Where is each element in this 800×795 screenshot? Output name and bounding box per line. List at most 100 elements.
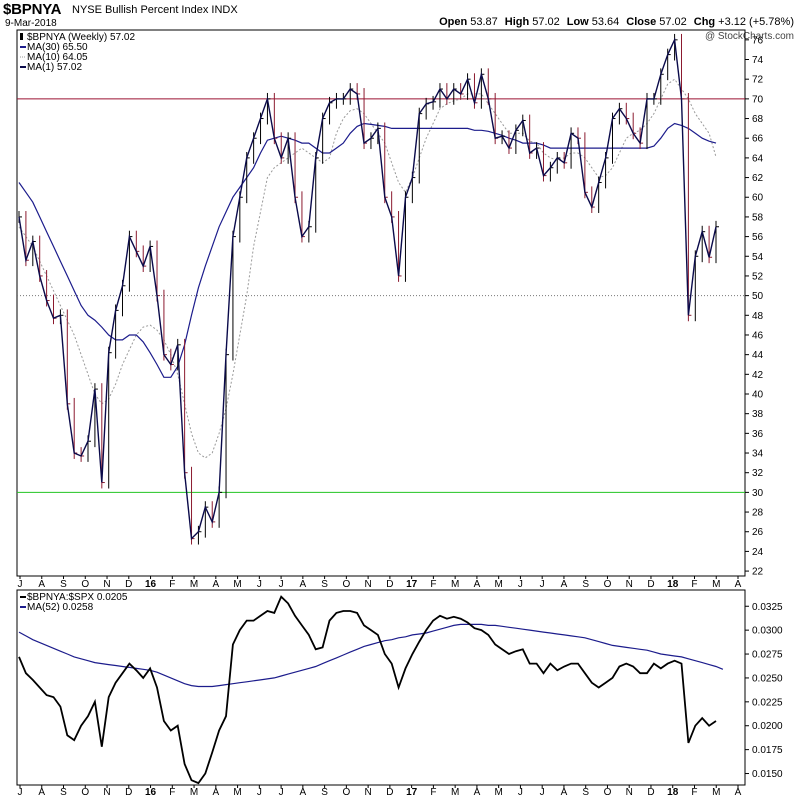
- ratio-x-month-label: S: [60, 787, 67, 795]
- x-month-label: J: [18, 579, 23, 590]
- x-month-label: J: [279, 579, 284, 590]
- index-name: NYSE Bullish Percent Index INDX: [72, 4, 238, 16]
- symbol-title: $BPNYA: [3, 1, 62, 18]
- price-y-tick-label: 76: [752, 35, 764, 46]
- price-y-tick-label: 62: [752, 173, 764, 184]
- ratio-x-month-label: A: [38, 787, 45, 795]
- ohlc-summary: Open 53.87 High 57.02 Low 53.64 Close 57.02 …: [439, 16, 794, 28]
- x-year-label: 16: [145, 579, 157, 590]
- low-stat: Low 53.64: [567, 16, 620, 28]
- ratio-x-month-label: A: [212, 787, 219, 795]
- chart-date: 9-Mar-2018: [5, 18, 57, 29]
- price-y-tick-label: 24: [752, 547, 764, 558]
- chg-stat: Chg +3.12 (+5.78%): [694, 16, 794, 28]
- ratio-y-tick-label: 0.0200: [752, 721, 783, 732]
- price-y-tick-label: 38: [752, 409, 764, 420]
- ratio-y-tick-label: 0.0225: [752, 697, 783, 708]
- x-month-label: S: [60, 579, 67, 590]
- price-y-tick-label: 58: [752, 212, 764, 223]
- price-y-tick-label: 32: [752, 468, 764, 479]
- ratio-y-tick-label: 0.0275: [752, 650, 783, 661]
- high-stat: High 57.02: [505, 16, 560, 28]
- ratio-x-month-label: M: [494, 787, 502, 795]
- ratio-legend-main: $BPNYA:$SPX 0.0205: [27, 592, 128, 603]
- ratio-x-month-label: O: [342, 787, 350, 795]
- x-year-label: 18: [667, 579, 679, 590]
- ratio-x-month-label: M: [712, 787, 720, 795]
- ratio-x-month-label: D: [125, 787, 132, 795]
- ratio-y-tick-label: 0.0175: [752, 745, 783, 756]
- ratio-x-month-label: A: [474, 787, 481, 795]
- price-y-tick-label: 28: [752, 508, 764, 519]
- x-month-label: O: [604, 579, 612, 590]
- price-legend-ma10: MA(10) 64.05: [27, 52, 88, 63]
- price-y-tick-label: 70: [752, 94, 764, 105]
- ratio-x-month-label: A: [561, 787, 568, 795]
- x-month-label: F: [691, 579, 697, 590]
- price-y-tick-label: 68: [752, 114, 764, 125]
- x-month-label: D: [125, 579, 132, 590]
- ratio-x-year-label: 18: [667, 787, 679, 795]
- ratio-x-month-label: O: [81, 787, 89, 795]
- x-month-label: D: [647, 579, 654, 590]
- price-y-tick-label: 74: [752, 55, 764, 66]
- exchange-label: INDX: [211, 4, 238, 16]
- ratio-x-month-label: J: [518, 787, 523, 795]
- low-value: 53.64: [591, 16, 620, 28]
- ratio-x-month-label: M: [233, 787, 241, 795]
- x-month-label: M: [190, 579, 198, 590]
- price-y-tick-label: 60: [752, 193, 764, 204]
- x-month-label: A: [474, 579, 481, 590]
- ratio-x-month-label: J: [540, 787, 545, 795]
- ratio-x-month-label: M: [190, 787, 198, 795]
- x-month-label: J: [540, 579, 545, 590]
- price-legend-main: $BPNYA (Weekly) 57.02: [27, 32, 135, 43]
- x-month-label: F: [430, 579, 436, 590]
- x-month-label: N: [626, 579, 633, 590]
- chg-value: +3.12 (+5.78%): [718, 16, 794, 28]
- close-stat: Close 57.02: [626, 16, 687, 28]
- price-y-tick-label: 36: [752, 429, 764, 440]
- price-y-tick-label: 30: [752, 488, 764, 499]
- ratio-x-month-label: F: [430, 787, 436, 795]
- ratio-line: [18, 595, 717, 785]
- x-month-label: M: [233, 579, 241, 590]
- low-label: Low: [566, 16, 589, 28]
- x-month-label: A: [735, 579, 742, 590]
- x-month-label: N: [365, 579, 372, 590]
- open-label: Open: [439, 16, 468, 28]
- ratio-y-tick-label: 0.0300: [752, 626, 783, 637]
- ratio-x-month-label: N: [365, 787, 372, 795]
- price-y-tick-label: 48: [752, 311, 764, 322]
- x-month-label: M: [712, 579, 720, 590]
- x-month-label: M: [494, 579, 502, 590]
- price-y-tick-label: 66: [752, 134, 764, 145]
- x-year-label: 17: [406, 579, 418, 590]
- ratio-x-month-label: F: [691, 787, 697, 795]
- ratio-x-month-label: J: [18, 787, 23, 795]
- x-month-label: J: [257, 579, 262, 590]
- price-y-tick-label: 72: [752, 75, 764, 86]
- ratio-legend-ma52: MA(52) 0.0258: [27, 602, 94, 613]
- price-y-tick-label: 34: [752, 449, 764, 460]
- ratio-x-year-label: 17: [406, 787, 418, 795]
- x-month-label: O: [81, 579, 89, 590]
- watermark: @ StockCharts.com: [704, 31, 794, 42]
- x-month-label: A: [38, 579, 45, 590]
- ratio-ma52-line: [18, 623, 724, 688]
- legend-bar-icon: [20, 33, 23, 40]
- x-month-label: S: [582, 579, 589, 590]
- x-month-label: D: [386, 579, 393, 590]
- ratio-x-month-label: A: [735, 787, 742, 795]
- ratio-x-month-label: A: [300, 787, 307, 795]
- price-y-tick-label: 42: [752, 370, 764, 381]
- ratio-y-tick-label: 0.0325: [752, 602, 783, 613]
- ratio-x-month-label: J: [257, 787, 262, 795]
- ratio-x-month-label: N: [103, 787, 110, 795]
- ratio-x-month-label: S: [321, 787, 328, 795]
- price-y-tick-label: 50: [752, 291, 764, 302]
- ratio-x-year-label: 16: [145, 787, 157, 795]
- x-month-label: A: [561, 579, 568, 590]
- ratio-x-month-label: S: [582, 787, 589, 795]
